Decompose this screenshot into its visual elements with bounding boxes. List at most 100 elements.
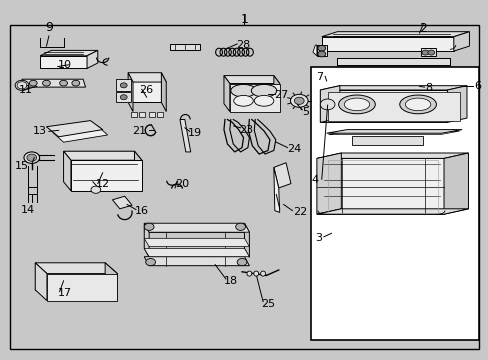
Polygon shape	[139, 112, 145, 117]
Polygon shape	[316, 153, 341, 214]
Polygon shape	[337, 58, 449, 66]
Text: 27: 27	[273, 90, 287, 100]
Text: 12: 12	[95, 179, 109, 189]
Polygon shape	[144, 238, 249, 247]
Polygon shape	[320, 90, 447, 122]
Polygon shape	[321, 37, 453, 51]
Text: 8: 8	[425, 83, 432, 93]
Polygon shape	[316, 153, 468, 158]
Circle shape	[427, 50, 434, 55]
Circle shape	[120, 95, 127, 100]
Text: 5: 5	[302, 107, 308, 117]
Polygon shape	[63, 151, 134, 182]
Ellipse shape	[399, 95, 435, 114]
Polygon shape	[105, 263, 117, 301]
Polygon shape	[224, 76, 229, 112]
Polygon shape	[144, 257, 249, 266]
Text: 23: 23	[239, 125, 253, 135]
Polygon shape	[224, 76, 273, 104]
Circle shape	[72, 80, 80, 86]
Polygon shape	[224, 76, 279, 84]
Polygon shape	[229, 84, 279, 112]
Polygon shape	[128, 73, 161, 102]
Text: 11: 11	[19, 85, 33, 95]
Circle shape	[91, 186, 101, 193]
Circle shape	[237, 258, 246, 266]
Polygon shape	[144, 223, 149, 257]
Polygon shape	[71, 160, 142, 191]
Polygon shape	[316, 209, 468, 214]
Ellipse shape	[344, 98, 369, 111]
Polygon shape	[326, 130, 461, 133]
Text: 13: 13	[32, 126, 46, 136]
Polygon shape	[35, 263, 117, 274]
Polygon shape	[40, 56, 87, 68]
Circle shape	[42, 80, 50, 86]
Circle shape	[15, 80, 29, 90]
Polygon shape	[244, 223, 249, 257]
Ellipse shape	[405, 98, 430, 111]
Polygon shape	[144, 223, 249, 232]
Text: 25: 25	[261, 299, 275, 309]
Ellipse shape	[254, 95, 273, 106]
Circle shape	[294, 97, 304, 104]
Text: 18: 18	[224, 276, 238, 286]
Ellipse shape	[251, 85, 276, 97]
Polygon shape	[180, 120, 190, 152]
Circle shape	[317, 51, 325, 57]
Polygon shape	[161, 73, 166, 112]
Circle shape	[317, 45, 325, 51]
Circle shape	[144, 223, 154, 230]
Polygon shape	[321, 32, 468, 37]
Bar	[310, 67, 478, 340]
Polygon shape	[144, 223, 244, 232]
Polygon shape	[316, 158, 443, 214]
Circle shape	[60, 80, 67, 86]
Polygon shape	[273, 163, 290, 188]
Text: 22: 22	[293, 207, 307, 217]
Polygon shape	[144, 248, 249, 257]
Polygon shape	[128, 73, 166, 82]
Text: 6: 6	[473, 81, 480, 91]
Circle shape	[145, 258, 155, 266]
Text: 2: 2	[418, 22, 426, 35]
Polygon shape	[337, 58, 449, 65]
Polygon shape	[453, 32, 468, 51]
Circle shape	[421, 50, 428, 55]
Text: 21: 21	[132, 126, 146, 136]
Polygon shape	[35, 263, 47, 301]
Text: 14: 14	[21, 205, 35, 215]
Polygon shape	[443, 153, 468, 214]
Polygon shape	[22, 79, 85, 87]
Text: 7: 7	[315, 72, 322, 82]
Polygon shape	[63, 151, 142, 160]
Polygon shape	[149, 112, 155, 117]
Polygon shape	[447, 86, 466, 122]
Polygon shape	[46, 121, 102, 137]
Bar	[420, 48, 435, 56]
Polygon shape	[40, 50, 98, 56]
Polygon shape	[128, 73, 133, 112]
Ellipse shape	[230, 85, 256, 97]
Polygon shape	[312, 45, 316, 56]
Text: 1: 1	[240, 13, 248, 26]
Text: 19: 19	[188, 128, 202, 138]
Polygon shape	[116, 92, 131, 102]
Text: 16: 16	[134, 206, 148, 216]
Text: 17: 17	[58, 288, 72, 298]
Circle shape	[235, 223, 245, 230]
Polygon shape	[157, 112, 163, 117]
Circle shape	[29, 80, 37, 86]
Text: 26: 26	[139, 85, 153, 95]
Polygon shape	[134, 151, 142, 191]
Ellipse shape	[260, 271, 265, 276]
Polygon shape	[170, 44, 199, 50]
Ellipse shape	[253, 271, 258, 276]
Polygon shape	[328, 131, 459, 135]
Ellipse shape	[246, 271, 251, 276]
Polygon shape	[316, 45, 326, 56]
Circle shape	[320, 99, 334, 110]
Text: 3: 3	[314, 233, 321, 243]
Polygon shape	[116, 79, 131, 91]
Polygon shape	[35, 263, 105, 290]
